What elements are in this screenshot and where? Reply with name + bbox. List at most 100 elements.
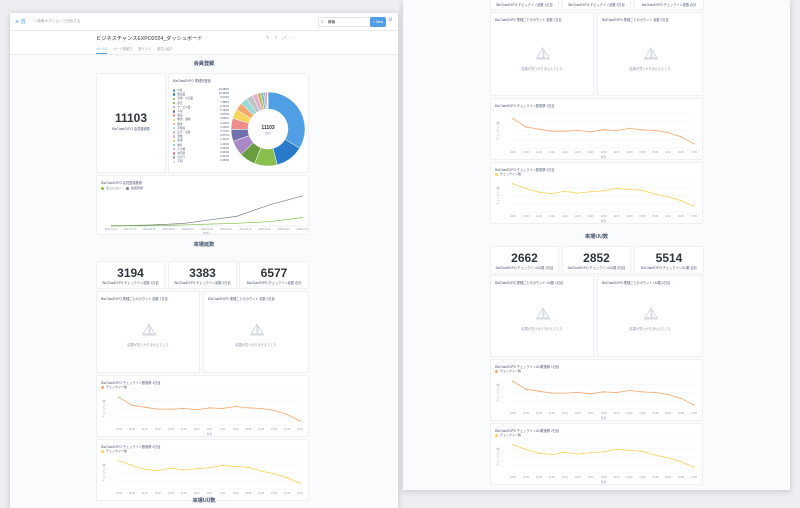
- data-point[interactable]: [615, 187, 618, 190]
- donut-legend-item[interactable]: 物流・運輸 4.052%: [173, 117, 229, 121]
- data-point[interactable]: [667, 196, 669, 198]
- data-point[interactable]: [576, 129, 579, 132]
- donut-legend-item[interactable]: 不動産 3.103%: [173, 126, 229, 130]
- empty-card[interactable]: BizChanEXPO 業種ごとのカウント 延数 2日目 結果が見つかりませんで…: [203, 291, 309, 373]
- data-point[interactable]: [247, 466, 249, 469]
- data-point[interactable]: [693, 404, 695, 406]
- data-point[interactable]: [641, 129, 643, 131]
- more-icon[interactable]: ⋯: [290, 35, 300, 40]
- fullscreen-icon[interactable]: ⤢: [282, 35, 291, 40]
- data-point[interactable]: [589, 393, 592, 395]
- data-point[interactable]: [170, 408, 172, 410]
- industry-donut-card[interactable]: BizChanEXPO 業種別登録 IT系 33.680% 製造業 12.349% 流通…: [168, 73, 309, 173]
- data-point[interactable]: [602, 129, 605, 131]
- data-point[interactable]: [602, 451, 605, 453]
- donut-legend-item[interactable]: 不明 0.156%: [173, 159, 229, 163]
- donut-legend-item[interactable]: その他 0.902%: [173, 147, 229, 151]
- donut-legend-item[interactable]: 医療 1.701%: [173, 138, 229, 142]
- checkin-line-card-1[interactable]: BizChanEXPO チェックイン数推移 1日目 10:00 10:30 11:0…: [490, 98, 703, 160]
- donut-legend-item[interactable]: 広告・出版 2.772%: [173, 130, 229, 134]
- data-point[interactable]: [654, 129, 656, 132]
- data-point[interactable]: [525, 126, 527, 128]
- empty-card[interactable]: BizChanEXPO 業種ごとのカウント UU数 1日目 結果が見つかりません…: [490, 275, 594, 357]
- data-point[interactable]: [576, 192, 579, 194]
- donut-legend-item[interactable]: サービス業 6.613%: [173, 105, 229, 109]
- data-point[interactable]: [641, 450, 643, 453]
- search-box[interactable]: ⌕: [318, 17, 376, 27]
- total-members-card[interactable]: 11103 BizChanEXPO 会員登録数: [96, 73, 166, 173]
- stat-card[interactable]: 2662 BizChanEXPO チェックインUU数 1日目: [490, 246, 559, 274]
- data-point[interactable]: [273, 409, 275, 412]
- data-point[interactable]: [628, 449, 631, 452]
- new-button[interactable]: + New: [370, 17, 386, 27]
- donut-legend-item[interactable]: 金融 2.071%: [173, 134, 229, 138]
- data-point[interactable]: [576, 453, 579, 455]
- empty-card[interactable]: BizChanEXPO 業種ごとのカウント 延数 2日目 結果が見つかりませんで…: [597, 12, 703, 96]
- data-point[interactable]: [693, 466, 695, 469]
- data-point[interactable]: [118, 396, 120, 398]
- data-point[interactable]: [512, 117, 514, 120]
- data-point[interactable]: [157, 469, 159, 472]
- data-point[interactable]: [628, 127, 631, 130]
- data-point[interactable]: [525, 187, 527, 190]
- data-point[interactable]: [234, 465, 237, 468]
- donut-legend-item[interactable]: 官公庁 0.301%: [173, 155, 229, 159]
- stat-card[interactable]: 2852 BizChanEXPO チェックインUU数 2日目: [562, 246, 631, 274]
- data-point[interactable]: [221, 407, 224, 410]
- data-point[interactable]: [564, 130, 566, 132]
- data-point[interactable]: [551, 453, 553, 456]
- trend-series-line[interactable]: [110, 195, 304, 226]
- data-point[interactable]: [564, 392, 566, 394]
- data-point[interactable]: [667, 393, 669, 396]
- data-point[interactable]: [260, 407, 262, 410]
- data-point[interactable]: [602, 391, 605, 393]
- data-point[interactable]: [157, 408, 159, 410]
- tab-page-intro[interactable]: ページ別紹介: [113, 47, 133, 51]
- data-point[interactable]: [273, 473, 275, 475]
- member-trend-card[interactable]: BizChanEXPO 会員登録推移 セッション 会員登録 2024-07-01…: [96, 175, 309, 235]
- data-point[interactable]: [693, 205, 695, 208]
- data-point[interactable]: [195, 468, 198, 470]
- data-point[interactable]: [144, 406, 146, 408]
- share-icon[interactable]: ⇪: [274, 35, 283, 40]
- data-point[interactable]: [299, 482, 301, 485]
- data-point[interactable]: [118, 460, 120, 462]
- data-point[interactable]: [615, 391, 618, 394]
- data-point[interactable]: [195, 409, 198, 411]
- donut-legend-item[interactable]: 未回答 0.603%: [173, 151, 229, 155]
- data-point[interactable]: [654, 391, 656, 394]
- empty-card[interactable]: BizChanEXPO 業種ごとのカウント UU数 2日目 結果が見つかりません…: [597, 275, 703, 357]
- data-point[interactable]: [286, 413, 288, 416]
- series-line[interactable]: [118, 396, 301, 422]
- data-point[interactable]: [551, 130, 553, 132]
- gear-icon[interactable]: ⚙: [388, 17, 393, 23]
- data-point[interactable]: [654, 193, 656, 195]
- uu-line-card-1[interactable]: BizChanEXPO チェックインUU数推移 1日目 チェックイン数 10:0…: [490, 359, 703, 421]
- data-point[interactable]: [641, 189, 643, 192]
- uu-line-card-2[interactable]: BizChanEXPO チェックインUU数推移 2日目 チェックイン数 10:0…: [490, 423, 703, 485]
- donut-legend-item[interactable]: IT系 33.680%: [173, 88, 229, 92]
- app-logo[interactable]: ≋ 音: [15, 19, 26, 25]
- data-point[interactable]: [589, 191, 592, 193]
- breadcrumb[interactable]: □ 検索オプションで分析する: [34, 19, 81, 23]
- data-point[interactable]: [628, 188, 631, 191]
- data-point[interactable]: [234, 405, 237, 408]
- data-point[interactable]: [208, 467, 211, 469]
- data-point[interactable]: [538, 128, 540, 130]
- data-point[interactable]: [512, 444, 514, 446]
- data-point[interactable]: [170, 467, 172, 469]
- series-line[interactable]: [512, 380, 695, 406]
- data-point[interactable]: [654, 454, 656, 456]
- data-point[interactable]: [680, 199, 682, 202]
- tab-new-test[interactable]: 新テスト: [138, 47, 152, 51]
- data-point[interactable]: [144, 468, 146, 470]
- data-point[interactable]: [551, 392, 553, 394]
- data-point[interactable]: [182, 407, 185, 410]
- header-actions[interactable]: ✎⇪⤢⋯: [266, 35, 300, 40]
- data-point[interactable]: [221, 464, 224, 467]
